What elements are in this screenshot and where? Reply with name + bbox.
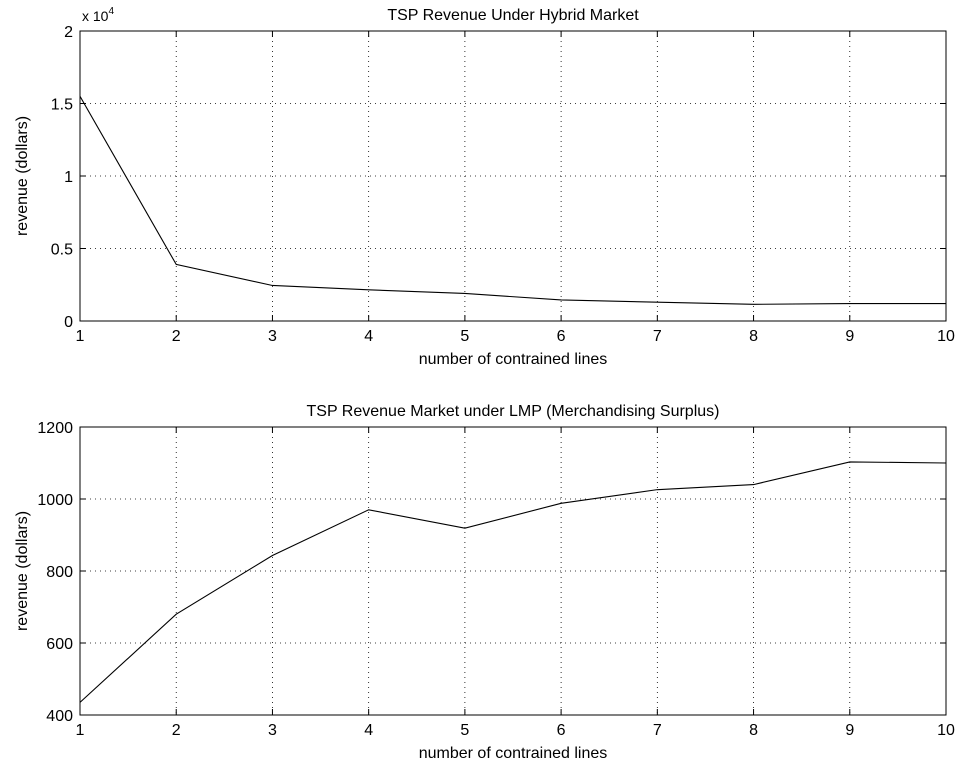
- tick-labels: 1 2 3 4 5 6 7 8 9 10 0 0.5 1 1.5 2: [51, 24, 955, 345]
- y-tick-label: 0.5: [51, 242, 73, 259]
- y-axis-label: revenue (dollars): [14, 511, 31, 631]
- x-tick-label: 3: [268, 722, 277, 739]
- x-tick-label: 6: [557, 722, 566, 739]
- y-tick-label: 1000: [37, 492, 73, 509]
- tick-labels: 1 2 3 4 5 6 7 8 9 10 400 600 800 1000 1200: [37, 420, 955, 739]
- x-tick-label: 8: [749, 722, 758, 739]
- y-tick-label: 800: [46, 564, 73, 581]
- x-tick-label: 1: [76, 328, 85, 345]
- y-tick-label: 1: [64, 169, 73, 186]
- y-tick-label: 1.5: [51, 97, 73, 114]
- plot-frame: [79, 30, 947, 322]
- y-tick-label: 0: [64, 314, 73, 331]
- x-tick-label: 10: [937, 328, 955, 345]
- chart-title: TSP Revenue Under Hybrid Market: [387, 7, 639, 24]
- series-line: [79, 95, 946, 305]
- x-tick-label: 9: [845, 722, 854, 739]
- chart-lmp-market: 1 2 3 4 5 6 7 8 9 10 400 600 800 1000 1200 TSP Revenue…: [14, 403, 955, 762]
- x-tick-label: 4: [364, 328, 373, 345]
- x-axis-label: number of contrained lines: [419, 351, 608, 368]
- x-axis-label: number of contrained lines: [419, 745, 608, 762]
- x-tick-label: 1: [76, 722, 85, 739]
- x-tick-label: 4: [364, 722, 373, 739]
- y-multiplier-label: x 104: [82, 6, 114, 24]
- x-tick-label: 5: [460, 722, 469, 739]
- series-line: [79, 461, 947, 703]
- x-tick-label: 7: [653, 722, 662, 739]
- y-tick-label: 600: [46, 636, 73, 653]
- chart-hybrid-market: 1 2 3 4 5 6 7 8 9 10 0 0.5 1 1.5 2 TSP Revenue Under H…: [14, 6, 955, 368]
- x-tick-label: 7: [653, 328, 662, 345]
- chart-title: TSP Revenue Market under LMP (Merchandis…: [307, 403, 720, 420]
- y-tick-label: 2: [64, 24, 73, 41]
- x-tick-label: 3: [268, 328, 277, 345]
- x-tick-label: 10: [937, 722, 955, 739]
- x-tick-label: 9: [845, 328, 854, 345]
- x-tick-label: 8: [749, 328, 758, 345]
- y-tick-label: 400: [46, 708, 73, 725]
- x-tick-label: 6: [557, 328, 566, 345]
- y-axis-label: revenue (dollars): [14, 116, 31, 236]
- x-tick-label: 2: [172, 328, 181, 345]
- grid: [80, 31, 946, 321]
- x-tick-label: 5: [460, 328, 469, 345]
- x-tick-label: 2: [172, 722, 181, 739]
- plot-frame: [79, 426, 947, 716]
- grid: [80, 427, 946, 715]
- y-tick-label: 1200: [37, 420, 73, 437]
